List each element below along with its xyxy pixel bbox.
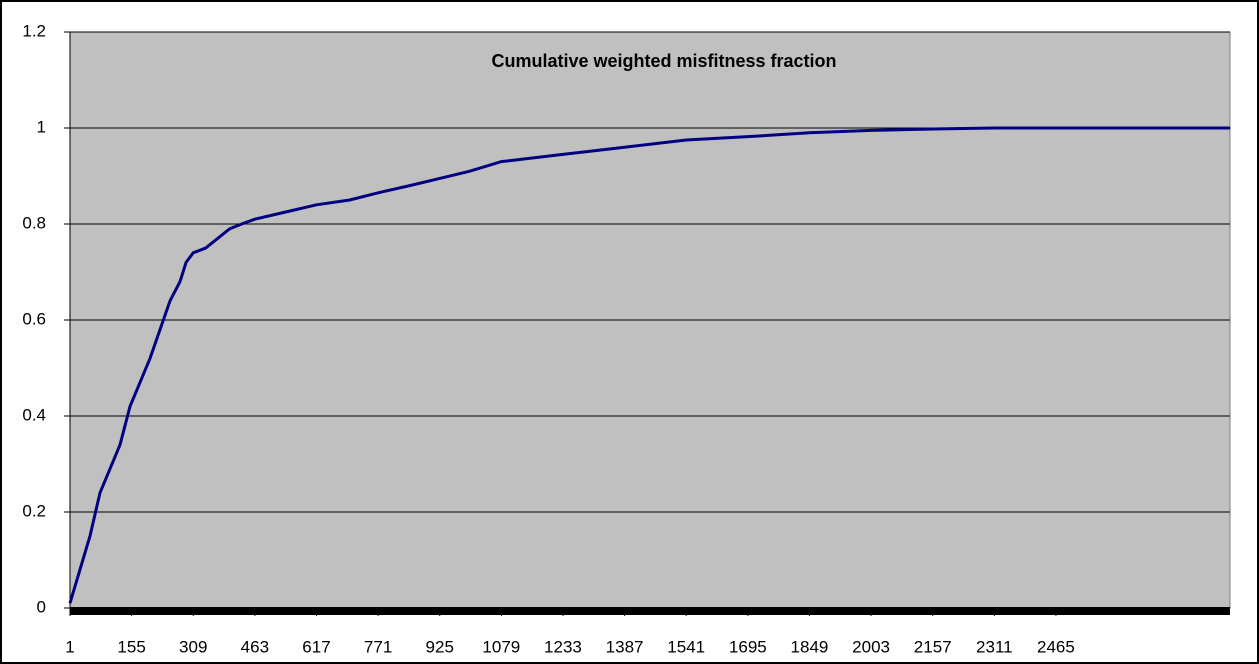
x-tick-label: 2003 <box>852 637 890 656</box>
y-tick-label: 0.4 <box>22 405 46 424</box>
y-tick-label: 0.2 <box>22 501 46 520</box>
y-tick-label: 0.6 <box>22 309 46 328</box>
chart-title: Cumulative weighted misfitness fraction <box>491 51 836 71</box>
x-tick-label: 771 <box>364 637 392 656</box>
y-tick-label: 0.8 <box>22 213 46 232</box>
x-tick-label: 1233 <box>544 637 582 656</box>
x-tick-label: 2465 <box>1037 637 1075 656</box>
x-tick-label: 1079 <box>482 637 520 656</box>
x-tick-label: 155 <box>117 637 145 656</box>
x-tick-label: 309 <box>179 637 207 656</box>
series-line <box>68 126 1230 604</box>
x-tick-label: 2157 <box>914 637 952 656</box>
y-tick-label: 1 <box>37 117 46 136</box>
x-tick-label: 617 <box>302 637 330 656</box>
x-tick-label: 463 <box>241 637 269 656</box>
x-tick-label: 2311 <box>976 637 1013 656</box>
x-tick-label: 1387 <box>606 637 644 656</box>
y-tick-label: 0 <box>37 597 46 616</box>
x-tick-label: 925 <box>426 637 454 656</box>
x-tick-label: 1 <box>65 637 74 656</box>
x-tick-label: 1849 <box>791 637 829 656</box>
x-tick-label: 1541 <box>667 637 705 656</box>
y-tick-label: 1.2 <box>22 21 46 40</box>
x-tick-label: 1695 <box>729 637 767 656</box>
